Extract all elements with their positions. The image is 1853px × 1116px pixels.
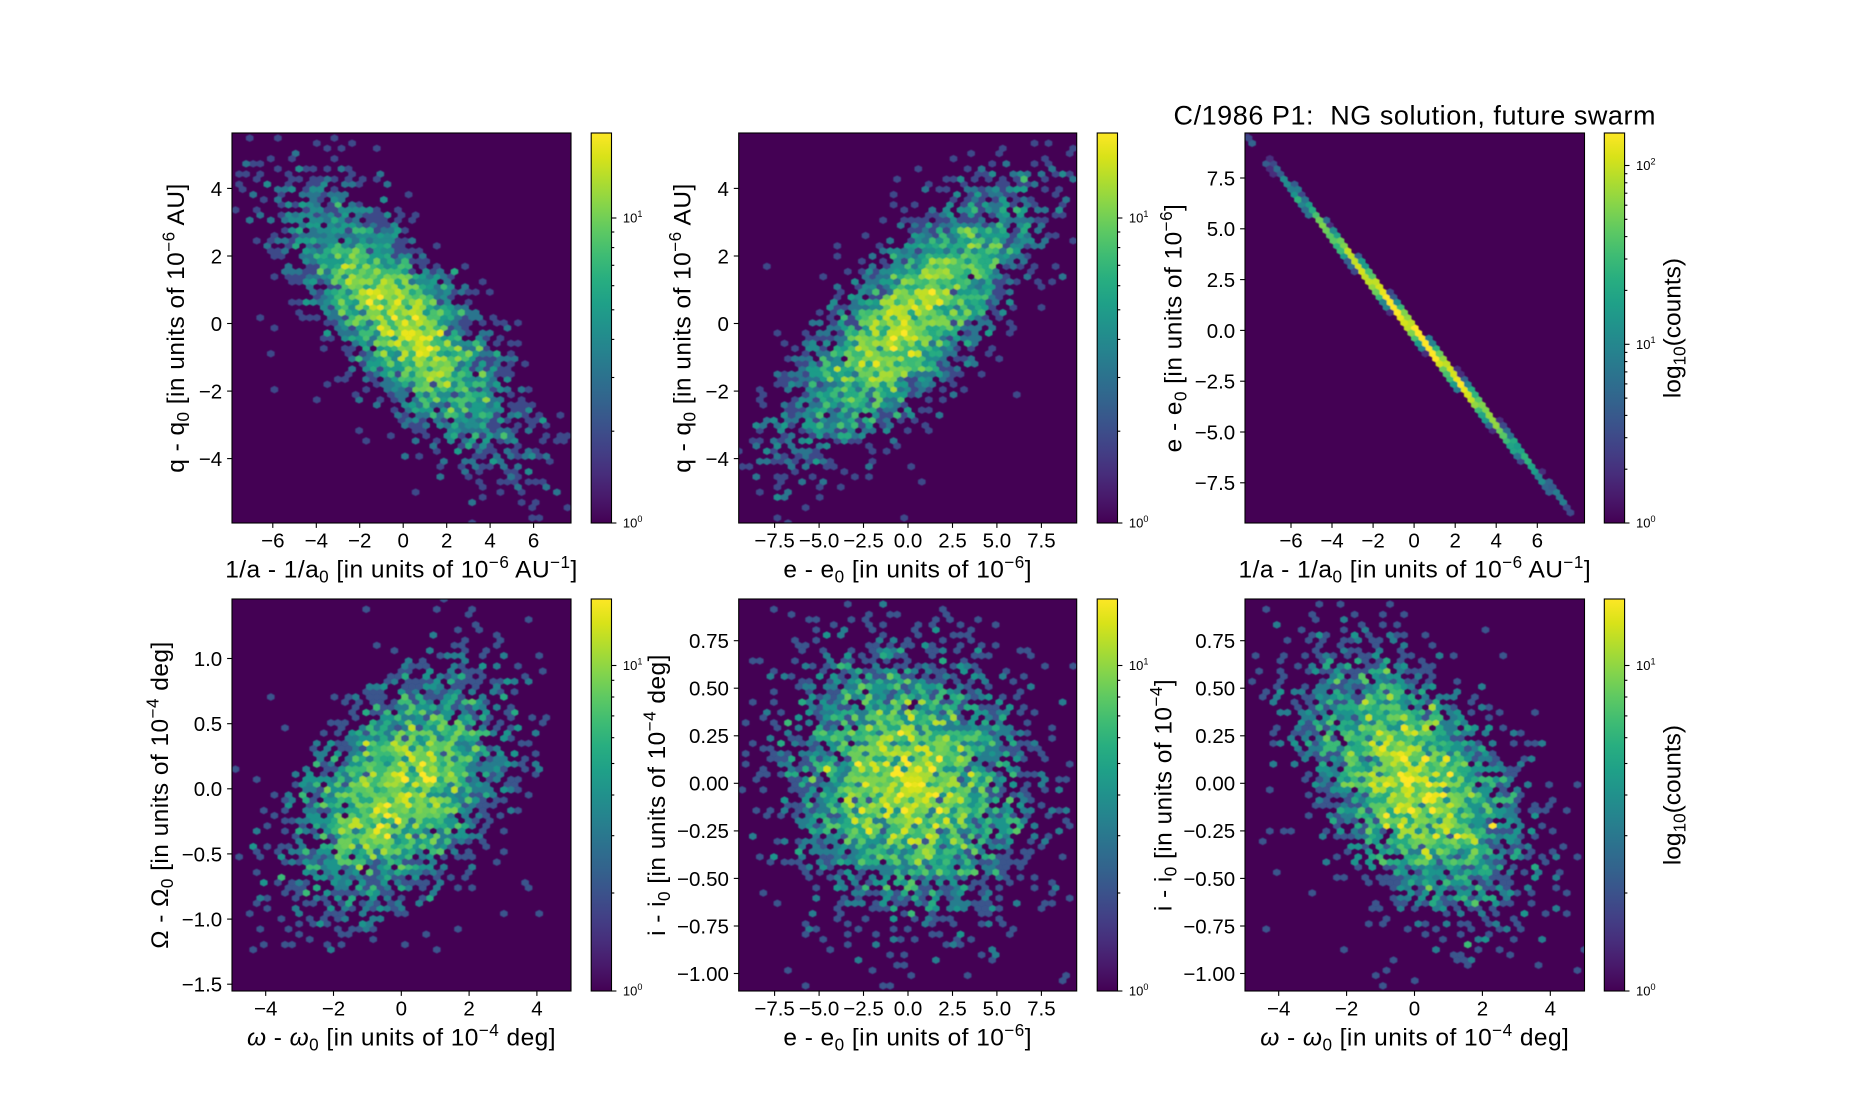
svg-text:−5.0: −5.0 [799, 530, 839, 553]
svg-text:−0.50: −0.50 [677, 868, 729, 891]
svg-text:0.75: 0.75 [1195, 630, 1235, 653]
svg-text:0: 0 [397, 530, 408, 553]
svg-text:−4: −4 [199, 448, 222, 471]
svg-text:i - i0​ [in units of 10−4​]: i - i0​ [in units of 10−4​] [1147, 679, 1180, 911]
svg-text:2: 2 [717, 245, 728, 268]
svg-text:ω - ω0​ [in units of 10−4​ deg: ω - ω0​ [in units of 10−4​ deg] [1260, 1021, 1569, 1054]
svg-text:0.0: 0.0 [894, 998, 923, 1021]
svg-text:4: 4 [211, 178, 222, 201]
svg-text:q - q0​ [in units of 10−6​ AU]: q - q0​ [in units of 10−6​ AU] [160, 183, 193, 473]
svg-text:4: 4 [484, 530, 495, 553]
svg-text:2: 2 [441, 530, 452, 553]
svg-text:0.00: 0.00 [1195, 773, 1235, 796]
svg-text:6: 6 [528, 530, 539, 553]
svg-text:−6: −6 [261, 530, 284, 553]
svg-text:0.0: 0.0 [894, 530, 923, 553]
svg-text:2: 2 [1449, 530, 1460, 553]
svg-text:−1.0: −1.0 [182, 909, 222, 932]
svg-text:−0.75: −0.75 [1183, 915, 1235, 938]
svg-text:0.00: 0.00 [689, 773, 729, 796]
svg-text:log10​(counts): log10​(counts) [1660, 725, 1690, 865]
svg-text:−2.5: −2.5 [843, 998, 883, 1021]
svg-text:4: 4 [1545, 998, 1556, 1021]
svg-text:−4: −4 [254, 998, 277, 1021]
svg-text:−2: −2 [1335, 998, 1358, 1021]
svg-text:e - e0​ [in units of 10−6​]: e - e0​ [in units of 10−6​] [1157, 204, 1190, 453]
svg-text:0.0: 0.0 [194, 778, 223, 801]
svg-text:−5.0: −5.0 [1195, 421, 1235, 444]
svg-text:0.5: 0.5 [194, 713, 223, 736]
svg-text:0: 0 [717, 313, 728, 336]
svg-text:−0.50: −0.50 [1183, 868, 1235, 891]
svg-text:0.25: 0.25 [1195, 725, 1235, 748]
svg-text:−4: −4 [1320, 530, 1343, 553]
svg-text:2: 2 [211, 245, 222, 268]
svg-text:5.0: 5.0 [1207, 218, 1236, 241]
svg-text:−4: −4 [706, 448, 729, 471]
svg-text:C/1986 P1: NG solution, futur: C/1986 P1: NG solution, future swarm [1174, 101, 1657, 131]
svg-text:0: 0 [1408, 530, 1419, 553]
svg-text:0.75: 0.75 [689, 630, 729, 653]
svg-text:7.5: 7.5 [1207, 167, 1236, 190]
svg-text:−2: −2 [706, 380, 729, 403]
svg-text:2.5: 2.5 [938, 998, 967, 1021]
svg-text:1/a - 1/a0​ [in units of 10−6​: 1/a - 1/a0​ [in units of 10−6​ AU−1​] [225, 553, 578, 586]
svg-text:−1.00: −1.00 [1183, 963, 1235, 986]
svg-text:ω - ω0​ [in units of 10−4​ deg: ω - ω0​ [in units of 10−4​ deg] [247, 1021, 556, 1054]
svg-text:2: 2 [1477, 998, 1488, 1021]
svg-text:−1.5: −1.5 [182, 974, 222, 997]
svg-text:−0.5: −0.5 [182, 843, 222, 866]
svg-text:0.50: 0.50 [1195, 678, 1235, 701]
svg-text:q - q0​ [in units of 10−6​ AU]: q - q0​ [in units of 10−6​ AU] [666, 183, 699, 473]
svg-text:−7.5: −7.5 [754, 530, 794, 553]
svg-text:2: 2 [463, 998, 474, 1021]
svg-text:−0.75: −0.75 [677, 915, 729, 938]
svg-text:0: 0 [211, 313, 222, 336]
svg-text:−7.5: −7.5 [1195, 472, 1235, 495]
svg-text:1.0: 1.0 [194, 648, 223, 671]
svg-text:6: 6 [1532, 530, 1543, 553]
svg-text:5.0: 5.0 [983, 530, 1012, 553]
svg-text:−4: −4 [305, 530, 328, 553]
svg-text:e - e0​ [in units of 10−6​]: e - e0​ [in units of 10−6​] [783, 553, 1032, 586]
svg-text:4: 4 [717, 178, 728, 201]
svg-text:2.5: 2.5 [1207, 269, 1236, 292]
svg-text:−2: −2 [1361, 530, 1384, 553]
svg-text:0.25: 0.25 [689, 725, 729, 748]
svg-text:Ω - Ω0​ [in units of 10−4​ deg: Ω - Ω0​ [in units of 10−4​ deg] [144, 641, 177, 949]
svg-text:−1.00: −1.00 [677, 963, 729, 986]
svg-text:i - i0​ [in units of 10−4​ deg: i - i0​ [in units of 10−4​ deg] [641, 654, 674, 936]
svg-text:−5.0: −5.0 [799, 998, 839, 1021]
svg-text:−2.5: −2.5 [843, 530, 883, 553]
svg-text:−2.5: −2.5 [1195, 371, 1235, 394]
svg-text:7.5: 7.5 [1027, 998, 1056, 1021]
svg-text:−0.25: −0.25 [1183, 820, 1235, 843]
svg-text:−0.25: −0.25 [677, 820, 729, 843]
svg-text:1/a - 1/a0​ [in units of 10−6​: 1/a - 1/a0​ [in units of 10−6​ AU−1​] [1239, 553, 1592, 586]
svg-text:2.5: 2.5 [938, 530, 967, 553]
svg-text:−2: −2 [199, 380, 222, 403]
svg-text:5.0: 5.0 [983, 998, 1012, 1021]
svg-text:4: 4 [1490, 530, 1501, 553]
svg-text:7.5: 7.5 [1027, 530, 1056, 553]
svg-text:e - e0​ [in units of 10−6​]: e - e0​ [in units of 10−6​] [783, 1021, 1032, 1054]
svg-text:0.0: 0.0 [1207, 320, 1236, 343]
svg-text:log10​(counts): log10​(counts) [1660, 258, 1690, 398]
svg-text:4: 4 [531, 998, 542, 1021]
svg-text:−7.5: −7.5 [754, 998, 794, 1021]
svg-text:0: 0 [396, 998, 407, 1021]
svg-text:−6: −6 [1279, 530, 1302, 553]
svg-text:0: 0 [1409, 998, 1420, 1021]
svg-text:−2: −2 [348, 530, 371, 553]
svg-text:0.50: 0.50 [689, 678, 729, 701]
svg-text:−2: −2 [322, 998, 345, 1021]
svg-text:−4: −4 [1267, 998, 1290, 1021]
